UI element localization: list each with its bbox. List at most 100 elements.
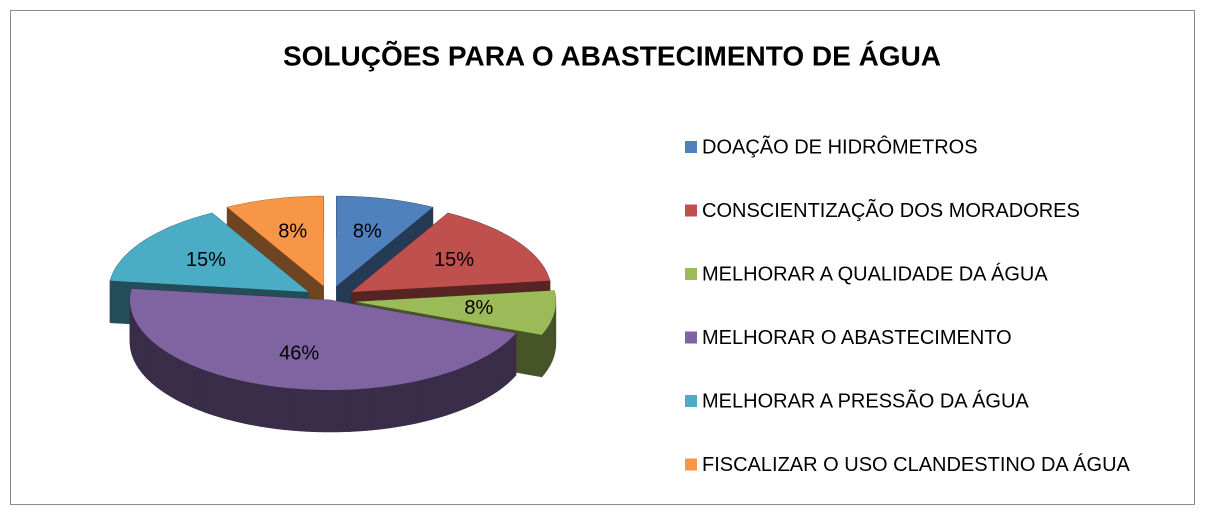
slice-side <box>541 331 545 378</box>
slice-side <box>489 351 494 397</box>
slice-side <box>260 384 267 428</box>
chart-title: SOLUÇÕES PARA O ABASTECIMENTO DE ÁGUA <box>283 40 941 71</box>
legend-swatch <box>685 331 697 344</box>
slice-side <box>324 389 331 433</box>
slice-side <box>359 388 367 432</box>
slice-side <box>405 381 412 426</box>
slice-side <box>217 374 224 419</box>
legend-swatch <box>685 141 697 153</box>
slice-side <box>203 369 209 414</box>
slice-side <box>177 358 183 404</box>
slice-side <box>243 380 250 425</box>
slice-side <box>416 379 423 424</box>
slice-side <box>432 375 438 420</box>
slice-side <box>485 353 491 399</box>
data-label: 8% <box>353 220 382 242</box>
slice-side <box>181 360 187 406</box>
slice-side <box>144 332 147 379</box>
slice-side <box>482 355 487 401</box>
slice-side <box>394 383 401 428</box>
slice-side <box>306 389 313 432</box>
slice-side <box>160 347 165 393</box>
slice-side <box>146 335 150 382</box>
slice-side <box>166 351 171 397</box>
slice-side <box>254 383 261 427</box>
slice-side <box>330 389 337 433</box>
legend-swatch <box>685 268 697 280</box>
slice-side <box>469 361 475 407</box>
slice-side <box>383 385 390 430</box>
slice-side <box>288 387 296 431</box>
slice-side <box>502 342 507 388</box>
slice-side <box>365 387 373 431</box>
slice-side <box>170 353 175 400</box>
slice-group <box>129 288 517 433</box>
slice-side <box>148 337 153 384</box>
slice-side <box>222 375 229 420</box>
legend-swatch <box>685 204 697 217</box>
legend-label: CONSCIENTIZAÇÃO DOS MORADORES <box>702 198 1080 222</box>
legend-label: FISCALIZAR O USO CLANDESTINO DA ÁGUA <box>702 453 1131 476</box>
slice-side <box>174 356 179 402</box>
slice-side <box>271 385 278 430</box>
slice-side <box>151 340 155 386</box>
slice-side <box>141 330 145 377</box>
slice <box>110 213 309 292</box>
slice <box>130 288 516 390</box>
slice-side <box>421 378 428 423</box>
slice-side <box>442 372 448 417</box>
slice-side <box>510 334 514 381</box>
slice <box>355 290 556 335</box>
slice-side <box>400 382 407 427</box>
legend-label: MELHORAR O ABASTECIMENTO <box>702 327 1012 349</box>
slice-side <box>371 387 378 431</box>
slice-side <box>447 370 453 416</box>
slice-side <box>456 367 462 413</box>
slice-side <box>190 363 196 409</box>
slice <box>336 196 433 287</box>
slice-group <box>336 195 434 329</box>
legend-swatch <box>685 395 697 407</box>
slice-side <box>478 357 483 403</box>
slice-side <box>198 367 205 413</box>
slice-side <box>157 344 161 391</box>
slice-side <box>437 373 443 419</box>
slice <box>227 196 324 287</box>
slice-side <box>194 365 200 411</box>
slice-side <box>513 332 517 379</box>
slice-side <box>312 389 319 433</box>
slice-side <box>185 362 191 407</box>
slice-side <box>461 365 467 411</box>
slice-side <box>318 389 325 433</box>
slice-side <box>499 344 504 391</box>
slice-side <box>294 388 301 432</box>
data-label: 8% <box>278 220 307 242</box>
slice-side <box>265 384 272 429</box>
slice-side <box>474 359 479 405</box>
slice-side <box>277 386 284 430</box>
slice-side <box>493 349 497 395</box>
slice-side <box>227 377 234 422</box>
slice-side <box>427 376 433 422</box>
data-label: 46% <box>279 342 319 364</box>
slice-side <box>496 346 501 393</box>
data-label: 15% <box>186 249 226 271</box>
slice-side <box>411 380 418 425</box>
data-label: 15% <box>434 249 474 271</box>
legend-swatch <box>685 458 697 471</box>
legend-label: MELHORAR A PRESSÃO DA ÁGUA <box>702 388 1029 412</box>
slice-side <box>300 388 307 432</box>
slice-side <box>238 379 245 424</box>
slice-side <box>505 339 509 386</box>
slice-side <box>282 387 290 431</box>
slice-side <box>341 389 349 433</box>
slice-side <box>465 363 471 409</box>
slice-side <box>388 384 396 429</box>
slice-side <box>377 386 384 430</box>
legend-label: DOAÇÃO DE HIDRÔMETROS <box>702 134 978 158</box>
slice-side <box>347 389 355 432</box>
slice-side <box>508 337 512 384</box>
data-label: 8% <box>464 297 493 319</box>
slice-side <box>233 378 239 423</box>
